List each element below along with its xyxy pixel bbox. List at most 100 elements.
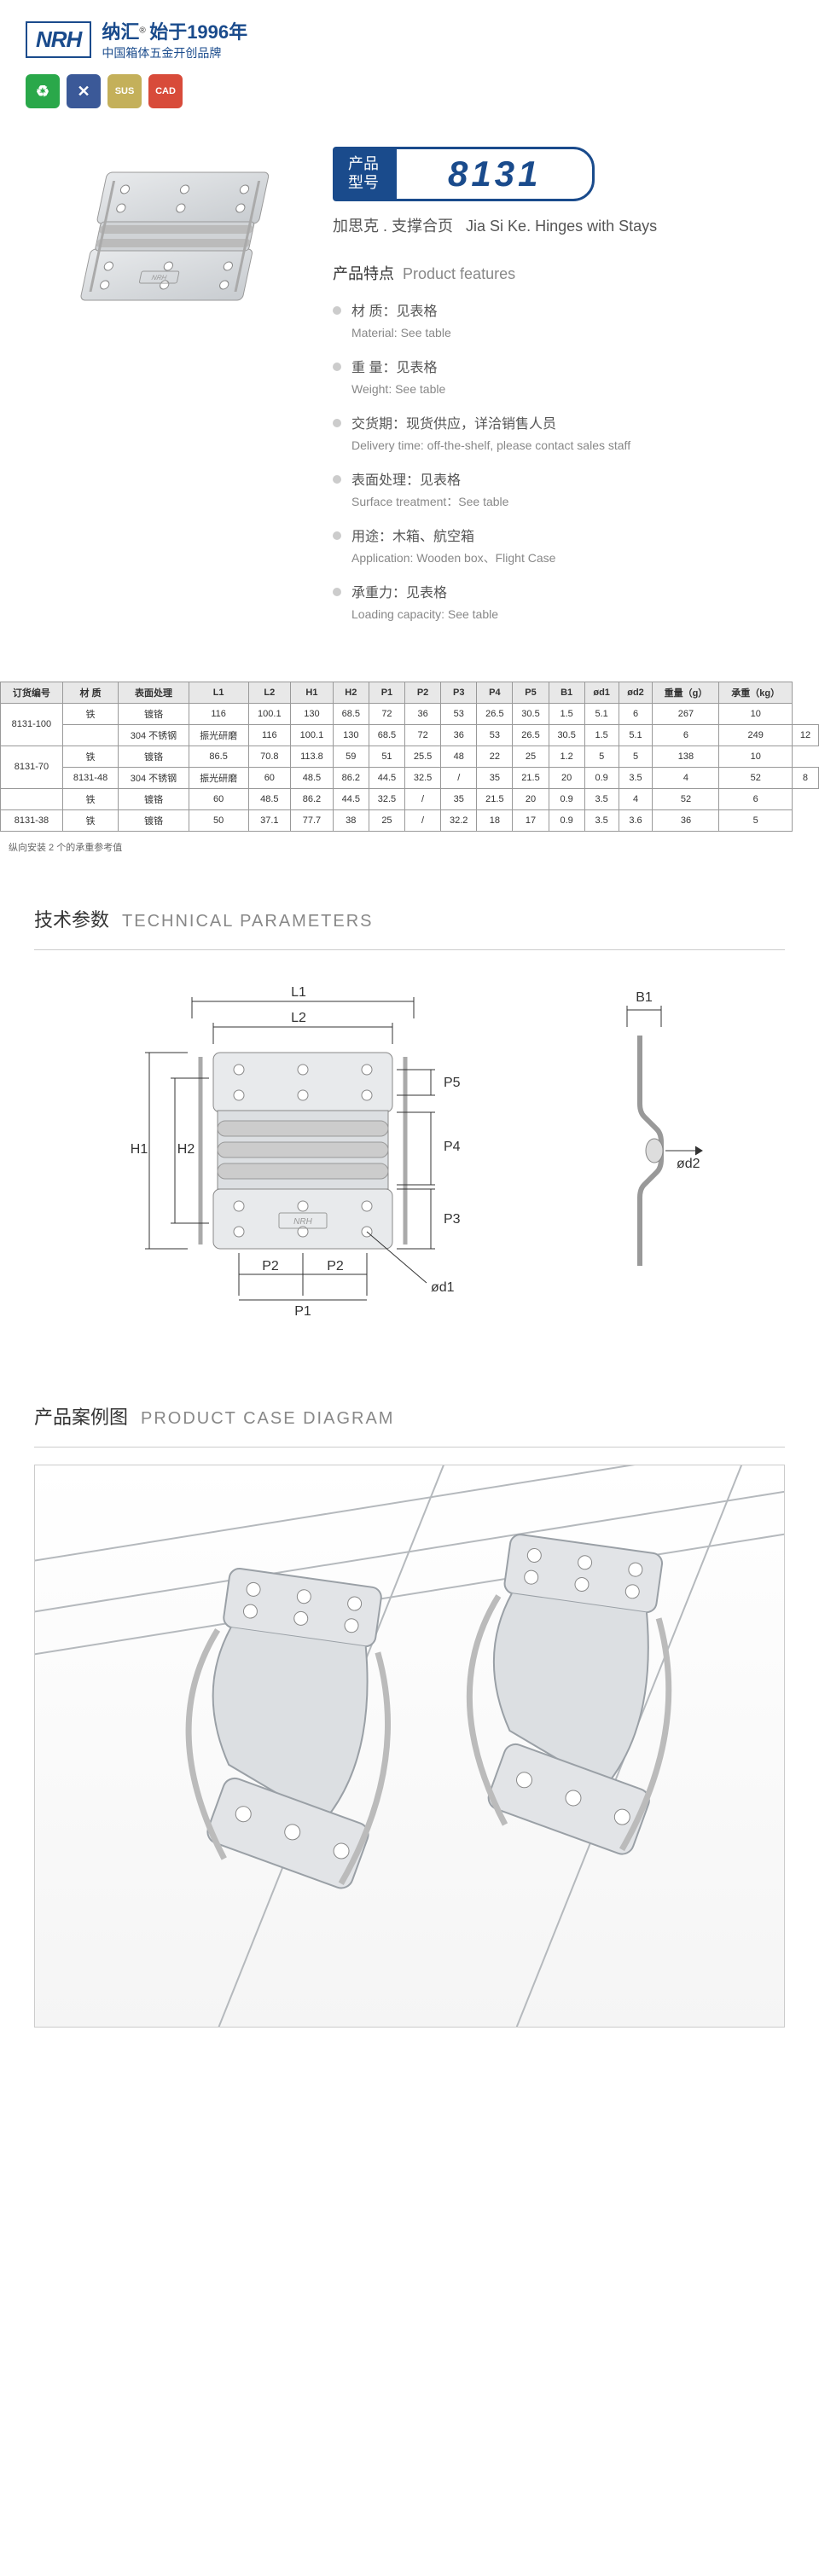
table-cell: 51	[369, 746, 404, 767]
table-cell: 3.5	[619, 767, 653, 788]
table-row: 304 不锈钢振光研磨116100.113068.572365326.530.5…	[1, 724, 819, 746]
product-image: NRH	[34, 147, 307, 334]
table-cell: 3.6	[619, 809, 653, 831]
feature-item: 用途：木箱、航空箱Application: Wooden box、Flight …	[333, 526, 785, 567]
brand-since: 始于1996年	[149, 21, 247, 43]
table-cell: 4	[653, 767, 719, 788]
table-cell: 铁	[62, 788, 118, 809]
tech-params-heading: 技术参数TECHNICAL PARAMETERS	[0, 879, 819, 949]
table-cell: 6	[653, 724, 719, 746]
table-cell: 53	[441, 703, 477, 724]
feature-item: 承重力：见表格Loading capacity: See table	[333, 583, 785, 624]
table-cell: 86.2	[333, 767, 369, 788]
table-cell: 20	[513, 788, 549, 809]
table-cell: 3.5	[584, 809, 619, 831]
table-cell: 0.9	[584, 767, 619, 788]
svg-text:NRH: NRH	[293, 1217, 312, 1227]
table-cell: 21.5	[513, 767, 549, 788]
table-cell: 8131-70	[1, 746, 63, 788]
table-cell: 5	[584, 746, 619, 767]
table-cell: 铁	[62, 746, 118, 767]
table-cell: 20	[549, 767, 584, 788]
feature-item: 材 质：见表格Material: See table	[333, 301, 785, 342]
table-cell: 48.5	[248, 788, 291, 809]
product-case-diagram	[0, 1448, 819, 2062]
table-header: B1	[549, 682, 584, 703]
badge-row: ♻✕SUSCAD	[26, 74, 793, 108]
product-info: 产品型号 8131 加思克 . 支撑合页 Jia Si Ke. Hinges w…	[307, 147, 785, 639]
table-cell: /	[405, 788, 441, 809]
table-cell: 36	[441, 724, 477, 746]
table-row: 8131-48304 不锈钢振光研磨6048.586.244.532.5/352…	[1, 767, 819, 788]
svg-text:P4: P4	[444, 1140, 461, 1154]
table-cell: 8131-100	[1, 703, 63, 746]
table-cell: 26.5	[513, 724, 549, 746]
table-cell: 25	[513, 746, 549, 767]
table-cell: 5.1	[584, 703, 619, 724]
table-cell: 60	[189, 788, 248, 809]
table-cell: 3.5	[584, 788, 619, 809]
table-header: 重量（g）	[653, 682, 719, 703]
badge: ✕	[67, 74, 101, 108]
table-cell: 10	[719, 703, 793, 724]
model-row: 产品型号 8131	[333, 147, 785, 201]
table-header: H1	[291, 682, 334, 703]
features-heading: 产品特点 Product features	[333, 262, 785, 284]
svg-text:B1: B1	[636, 990, 653, 1005]
table-cell: 100.1	[291, 724, 334, 746]
table-cell	[62, 724, 118, 746]
feature-item: 交货期：现货供应，详洽销售人员Delivery time: off-the-sh…	[333, 414, 785, 455]
table-note: 纵向安装 2 个的承重参考值	[0, 840, 819, 879]
table-cell: 32.5	[405, 767, 441, 788]
logo-row: NRH 纳汇® 始于1996年 中国箱体五金开创品牌	[26, 17, 793, 61]
table-header: 材 质	[62, 682, 118, 703]
table-row: 8131-100铁镀铬116100.113068.572365326.530.5…	[1, 703, 819, 724]
table-cell: 36	[405, 703, 441, 724]
table-cell: 32.2	[441, 809, 477, 831]
table-cell: 52	[653, 788, 719, 809]
product-subtitle: 加思克 . 支撑合页 Jia Si Ke. Hinges with Stays	[333, 214, 785, 236]
table-cell: 26.5	[477, 703, 513, 724]
table-cell: 304 不锈钢	[119, 724, 189, 746]
feature-item: 表面处理：见表格Surface treatment：See table	[333, 470, 785, 511]
table-cell: 21.5	[477, 788, 513, 809]
table-cell: /	[405, 809, 441, 831]
table-cell: 12	[792, 724, 818, 746]
svg-text:P3: P3	[444, 1212, 461, 1227]
svg-text:NRH: NRH	[151, 274, 167, 281]
table-cell	[1, 788, 63, 809]
table-cell: 8131-48	[62, 767, 118, 788]
table-cell: 镀铬	[119, 746, 189, 767]
svg-text:L2: L2	[291, 1011, 306, 1025]
table-cell: 100.1	[248, 703, 291, 724]
table-cell: 1.5	[584, 724, 619, 746]
table-cell: 130	[333, 724, 369, 746]
table-cell: 116	[248, 724, 291, 746]
table-header: P5	[513, 682, 549, 703]
table-cell: 32.5	[369, 788, 404, 809]
table-cell: 116	[189, 703, 248, 724]
table-cell: 10	[719, 746, 793, 767]
table-cell: 59	[333, 746, 369, 767]
model-label: 产品型号	[333, 147, 394, 201]
table-cell: 镀铬	[119, 788, 189, 809]
table-cell: 48	[441, 746, 477, 767]
table-cell: 53	[477, 724, 513, 746]
table-cell: 30.5	[513, 703, 549, 724]
product-overview: NRH 产品型号 8131 加思克 . 支撑合页 Jia Si Ke. Hing…	[0, 121, 819, 664]
brand-tagline: 中国箱体五金开创品牌	[102, 44, 247, 61]
table-cell: 6	[619, 703, 653, 724]
table-cell: 8131-38	[1, 809, 63, 831]
svg-text:L1: L1	[291, 985, 306, 1000]
table-cell: 35	[441, 788, 477, 809]
svg-text:P2: P2	[262, 1259, 279, 1273]
technical-diagram: L1 L2 NRH H1 H2 P5 P4 P3 P2P2 P1 ød1 B1 …	[0, 950, 819, 1377]
table-cell: 5	[619, 746, 653, 767]
table-cell: 138	[653, 746, 719, 767]
table-cell: 4	[619, 788, 653, 809]
brand-name: 纳汇	[102, 21, 139, 43]
table-header: P3	[441, 682, 477, 703]
brand-line: 纳汇® 始于1996年	[102, 17, 247, 44]
table-header: ød1	[584, 682, 619, 703]
case-diagram-heading: 产品案例图PRODUCT CASE DIAGRAM	[0, 1377, 819, 1447]
